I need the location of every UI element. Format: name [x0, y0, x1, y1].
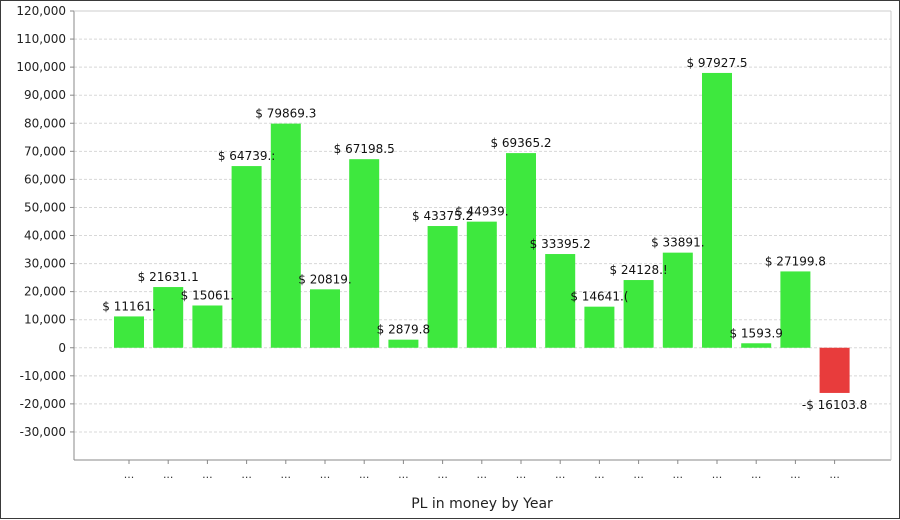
bar	[584, 306, 615, 348]
y-tick-label: -20,000	[20, 397, 66, 411]
bars	[114, 72, 850, 393]
y-tick-label: 100,000	[16, 60, 66, 74]
data-label: $ 43375.2	[412, 209, 473, 223]
data-labels: $ 11161. $ 21631.1 $ 15061. $ 64739.: $ 7986…	[102, 56, 867, 412]
x-tick-label: ...	[241, 468, 252, 481]
y-tick-label: -30,000	[20, 425, 66, 439]
x-tick-label: ...	[594, 468, 605, 481]
data-label: $ 1593.9	[729, 326, 782, 340]
bar	[310, 289, 340, 348]
bar	[231, 166, 262, 348]
data-label: $ 79869.3	[255, 107, 316, 121]
bar	[545, 254, 576, 348]
y-axis-ticks: 120,000 110,000 100,000 90,000 80,000 70,000 6…	[16, 4, 74, 439]
bar	[427, 226, 458, 348]
data-label: $ 2879.8	[377, 323, 430, 337]
x-axis-title: PL in money by Year	[411, 496, 553, 512]
data-label: $ 27199.8	[765, 254, 826, 268]
data-label: $ 69365.2	[490, 136, 551, 150]
x-tick-label: ...	[829, 468, 840, 481]
x-tick-label: ...	[790, 468, 801, 481]
data-label: $ 14641.(	[570, 290, 628, 304]
y-tick-label: 120,000	[16, 4, 66, 18]
bar	[506, 153, 536, 348]
data-label: $ 20819.	[298, 272, 351, 286]
x-tick-label: ...	[633, 468, 644, 481]
data-label: $ 67198.5	[334, 142, 395, 156]
data-label: $ 24128.!	[609, 263, 667, 277]
y-tick-label: 20,000	[24, 285, 66, 299]
x-tick-label: ...	[712, 468, 723, 481]
y-tick-label: 70,000	[24, 144, 66, 158]
x-tick-label: ...	[202, 468, 213, 481]
bar	[349, 159, 380, 348]
bar	[662, 252, 693, 348]
x-tick-label: ...	[124, 468, 135, 481]
y-tick-label: 40,000	[24, 229, 66, 243]
x-axis-ticks: ........................................…	[124, 460, 840, 481]
bar	[388, 339, 419, 348]
y-tick-label: 80,000	[24, 116, 66, 130]
data-label: $ 11161.	[102, 299, 155, 313]
x-tick-label: ...	[477, 468, 488, 481]
x-tick-label: ...	[320, 468, 331, 481]
x-tick-label: ...	[751, 468, 762, 481]
x-tick-label: ...	[281, 468, 292, 481]
bar	[466, 221, 497, 348]
y-tick-label: 30,000	[24, 257, 66, 271]
data-label: $ 44939.	[455, 205, 508, 219]
y-tick-label: -10,000	[20, 369, 66, 383]
x-tick-label: ...	[398, 468, 409, 481]
x-tick-label: ...	[555, 468, 566, 481]
y-tick-label: 60,000	[24, 172, 66, 186]
data-label: -$ 16103.8	[802, 398, 867, 412]
x-tick-label: ...	[163, 468, 174, 481]
data-label: $ 64739.:	[218, 149, 275, 163]
bar	[819, 347, 850, 393]
data-label: $ 33395.2	[530, 237, 591, 251]
bar	[780, 271, 811, 348]
y-tick-label: 110,000	[16, 32, 66, 46]
data-label: $ 97927.5	[686, 56, 747, 70]
x-tick-label: ...	[437, 468, 448, 481]
bar	[702, 72, 732, 348]
bar	[153, 287, 184, 348]
gridlines	[74, 10, 891, 433]
y-tick-label: 90,000	[24, 88, 66, 102]
x-tick-label: ...	[516, 468, 527, 481]
data-label: $ 33891.	[651, 236, 704, 250]
y-tick-label: 50,000	[24, 200, 66, 214]
x-tick-label: ...	[359, 468, 370, 481]
x-tick-label: ...	[673, 468, 684, 481]
y-tick-label: 10,000	[24, 313, 66, 327]
y-tick-label: 0	[58, 341, 66, 355]
data-label: $ 15061.	[181, 288, 234, 302]
bar	[741, 343, 772, 348]
bar	[192, 305, 223, 348]
bar	[270, 123, 301, 348]
bar	[623, 280, 654, 348]
bar	[114, 316, 144, 348]
data-label: $ 21631.1	[138, 270, 199, 284]
